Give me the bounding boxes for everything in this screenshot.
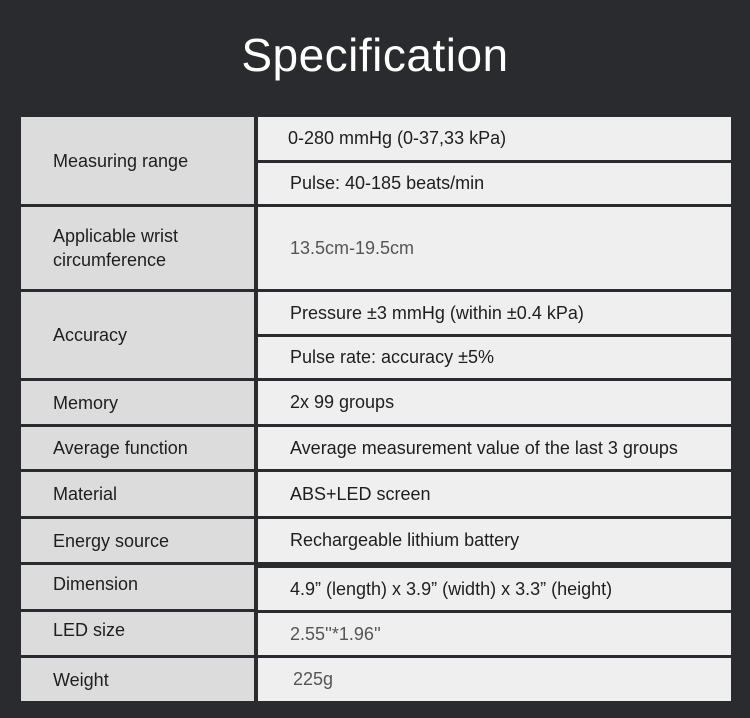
page-title: Specification [241,29,509,81]
spec-value-energy: Rechargeable lithium battery [258,519,731,562]
spec-label-material: Material [21,472,254,516]
spec-label-wrist-line1: Applicable wrist [53,226,179,246]
spec-value-wrist: 13.5cm-19.5cm [258,207,731,289]
spec-label-led-size: LED size [21,612,254,655]
spec-value-memory: 2x 99 groups [258,381,731,424]
spec-value-average: Average measurement value of the last 3 … [258,427,731,469]
spec-value-weight: 225g [258,658,731,701]
spec-label-measuring-range: Measuring range [21,117,254,204]
spec-label-weight: Weight [21,658,254,701]
spec-label-average: Average function [21,427,254,469]
spec-value-pressure-range: 0-280 mmHg (0-37,33 kPa) [258,117,731,160]
spec-value-pulse-accuracy: Pulse rate: accuracy ±5% [258,337,731,378]
spec-label-wrist-line2: circumference [53,250,167,270]
spec-value-led-size: 2.55''*1.96'' [258,613,731,655]
spec-value-pressure-accuracy: Pressure ±3 mmHg (within ±0.4 kPa) [258,292,731,334]
spec-value-dimension: 4.9” (length) x 3.9” (width) x 3.3” (hei… [258,568,731,610]
spec-label-accuracy: Accuracy [21,292,254,378]
spec-value-pulse-range: Pulse: 40-185 beats/min [258,163,731,204]
spec-value-material: ABS+LED screen [258,472,731,516]
spec-label-energy: Energy source [21,519,254,562]
spec-label-wrist: Applicable wrist circumference [21,207,254,289]
spec-label-dimension: Dimension [21,565,254,609]
spec-label-memory: Memory [21,381,254,424]
